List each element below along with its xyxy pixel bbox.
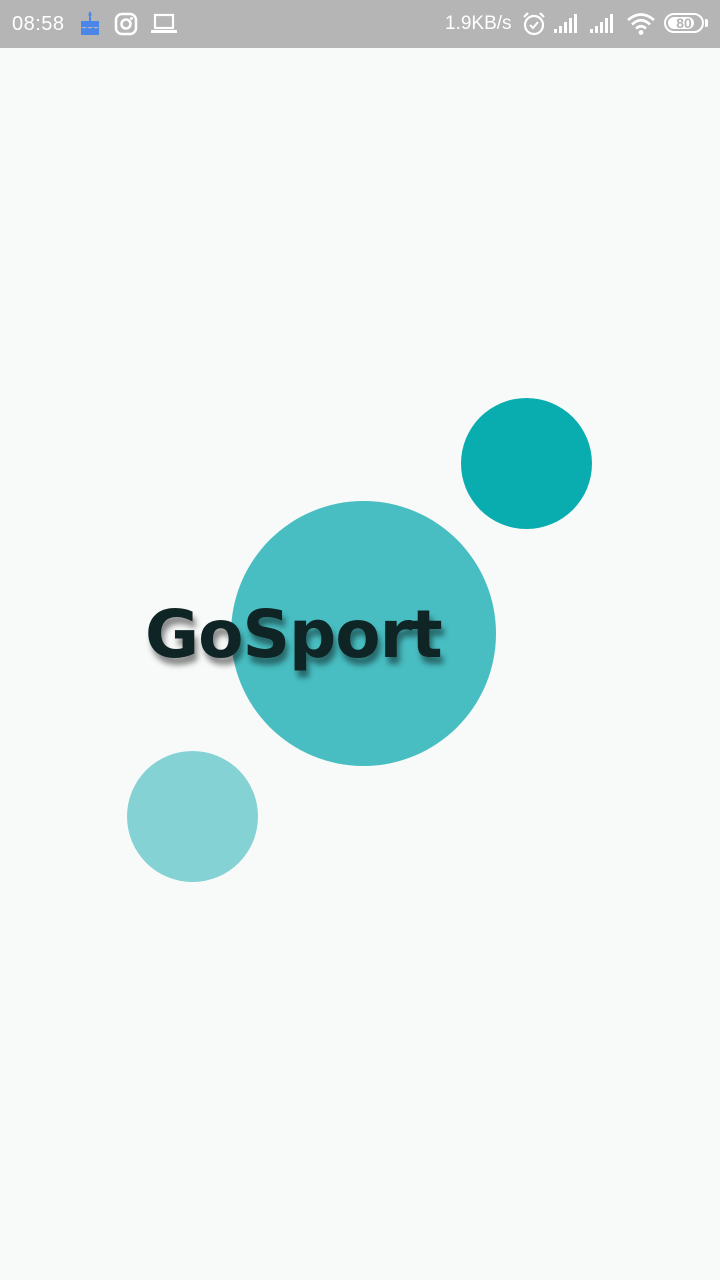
cake-notification-icon (78, 10, 102, 41)
battery-terminal (705, 19, 708, 27)
app-logo-text: GoSport (145, 596, 443, 673)
status-bar: 08:58 1.9KB/s (0, 0, 720, 48)
small-light-teal-circle (127, 751, 258, 882)
signal-icon (553, 13, 581, 40)
wifi-icon (626, 12, 656, 41)
alarm-icon (522, 11, 546, 42)
battery-level: 80 (676, 15, 692, 31)
large-teal-circle (231, 501, 496, 766)
battery-level-fill (668, 17, 694, 29)
signal-icon (589, 13, 617, 40)
status-time: 08:58 (12, 13, 65, 35)
laptop-icon (150, 13, 178, 40)
network-speed: 1.9KB/s (445, 13, 512, 34)
battery-icon: 80 (664, 13, 704, 33)
small-dark-teal-circle (461, 398, 592, 529)
instagram-icon (114, 12, 138, 41)
